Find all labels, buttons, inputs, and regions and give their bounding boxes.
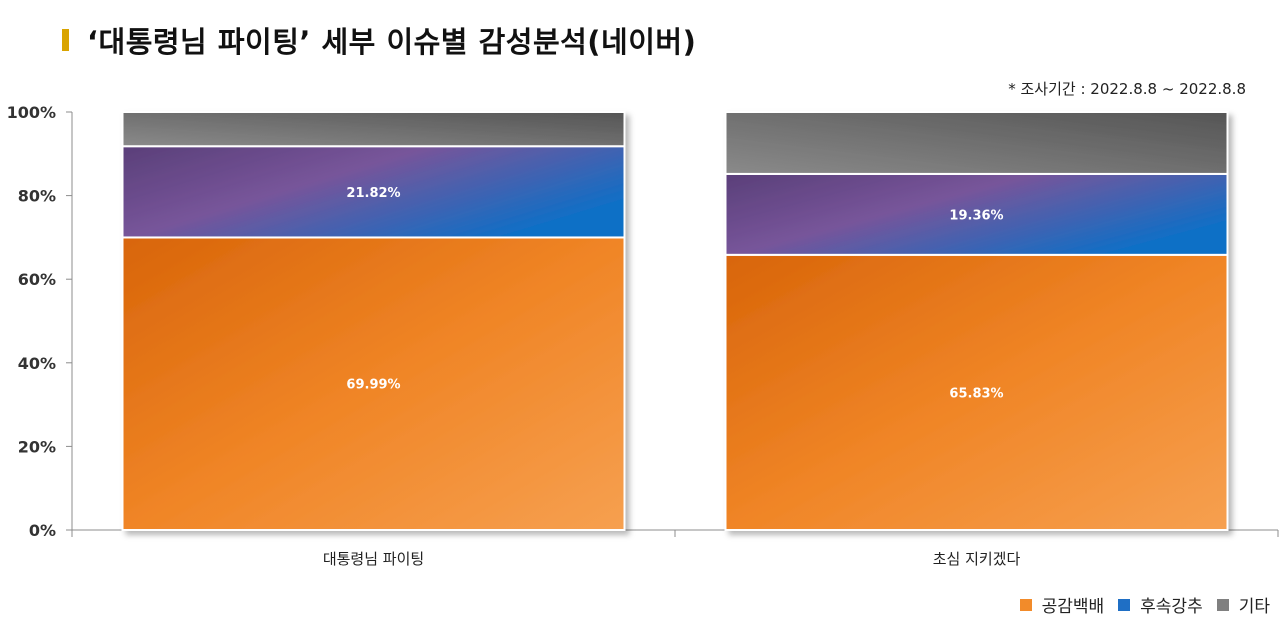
legend-item: 후속강추 (1118, 592, 1203, 617)
legend-label: 후속강추 (1140, 597, 1203, 617)
bar-segment (724, 172, 1229, 256)
x-category-label: 대통령님 파이팅 (323, 550, 424, 568)
legend-swatch (1019, 598, 1032, 611)
survey-period-note: * 조사기간 : 2022.8.8 ~ 2022.8.8 (1008, 80, 1246, 98)
bar-segment (121, 145, 626, 239)
data-label: 69.99% (346, 378, 400, 393)
legend-item: 공감백배 (1019, 592, 1105, 617)
legend-label: 공감백배 (1041, 597, 1105, 617)
bar-segment (121, 111, 626, 148)
y-tick-label: 100% (7, 103, 56, 122)
title-marker (62, 29, 69, 51)
stacked-bar-chart: 0% 20% 40% 60% 80% 100% 대통령님 파이팅 초심 지키겠다 69.99%… (7, 103, 1279, 568)
bar-stack (724, 111, 1229, 531)
y-tick-label: 0% (29, 521, 56, 540)
bar-stack (121, 111, 626, 531)
bars-layer (121, 111, 1229, 531)
title-block: ‘대통령님 파이팅’ 세부 이슈별 감성분석(네이버) (62, 18, 696, 62)
y-tick-label: 60% (18, 270, 56, 289)
data-label: 65.83% (949, 386, 1003, 401)
y-tick-label: 80% (18, 187, 56, 206)
legend-label: 기타 (1238, 597, 1270, 617)
bar-segment (121, 236, 626, 531)
x-category-label: 초심 지키겠다 (933, 550, 1021, 568)
data-label: 19.36% (949, 208, 1003, 223)
legend-item: 기타 (1216, 592, 1270, 617)
chart-title: ‘대통령님 파이팅’ 세부 이슈별 감성분석(네이버) (87, 25, 697, 59)
bar-segment (724, 253, 1229, 531)
bar-segment (724, 111, 1229, 175)
legend: 공감백배 후속강추 기타 (1006, 592, 1270, 617)
y-tick-label: 20% (18, 437, 56, 456)
y-tick-label: 40% (18, 354, 56, 373)
axes: 0% 20% 40% 60% 80% 100% 대통령님 파이팅 초심 지키겠다 (7, 103, 1279, 568)
legend-swatch (1118, 598, 1131, 611)
labels-layer: 69.99% 21.82% 65.83% 19.36% (346, 186, 1003, 402)
legend-swatch (1216, 598, 1229, 611)
data-label: 21.82% (346, 186, 400, 201)
